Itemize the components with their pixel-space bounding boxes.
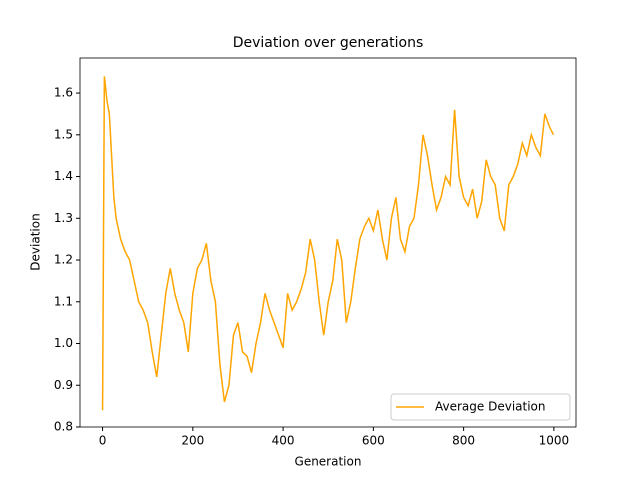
y-tick-label: 1.6 (54, 86, 73, 100)
y-axis-label: Deviation (29, 213, 43, 270)
y-tick-label: 1.1 (54, 294, 73, 308)
x-tick-label: 200 (181, 434, 204, 448)
legend-label: Average Deviation (435, 400, 546, 414)
y-tick-label: 1.2 (54, 253, 73, 267)
y-tick-label: 1.3 (54, 211, 73, 225)
y-tick-label: 0.9 (54, 378, 73, 392)
chart-title: Deviation over generations (233, 35, 424, 51)
y-tick-label: 1.5 (54, 127, 73, 141)
x-tick-label: 1000 (539, 434, 570, 448)
y-tick-label: 1.0 (54, 336, 73, 350)
x-tick-label: 600 (362, 434, 385, 448)
plot-frame (79, 57, 577, 428)
x-tick-label: 800 (452, 434, 475, 448)
data-line (101, 76, 555, 411)
y-tick-label: 0.8 (54, 420, 73, 434)
legend-box (390, 393, 571, 421)
x-axis-label: Generation (295, 455, 362, 469)
x-tick-label: 400 (272, 434, 295, 448)
y-tick-label: 1.4 (54, 169, 73, 183)
x-tick-label: 0 (99, 434, 107, 448)
